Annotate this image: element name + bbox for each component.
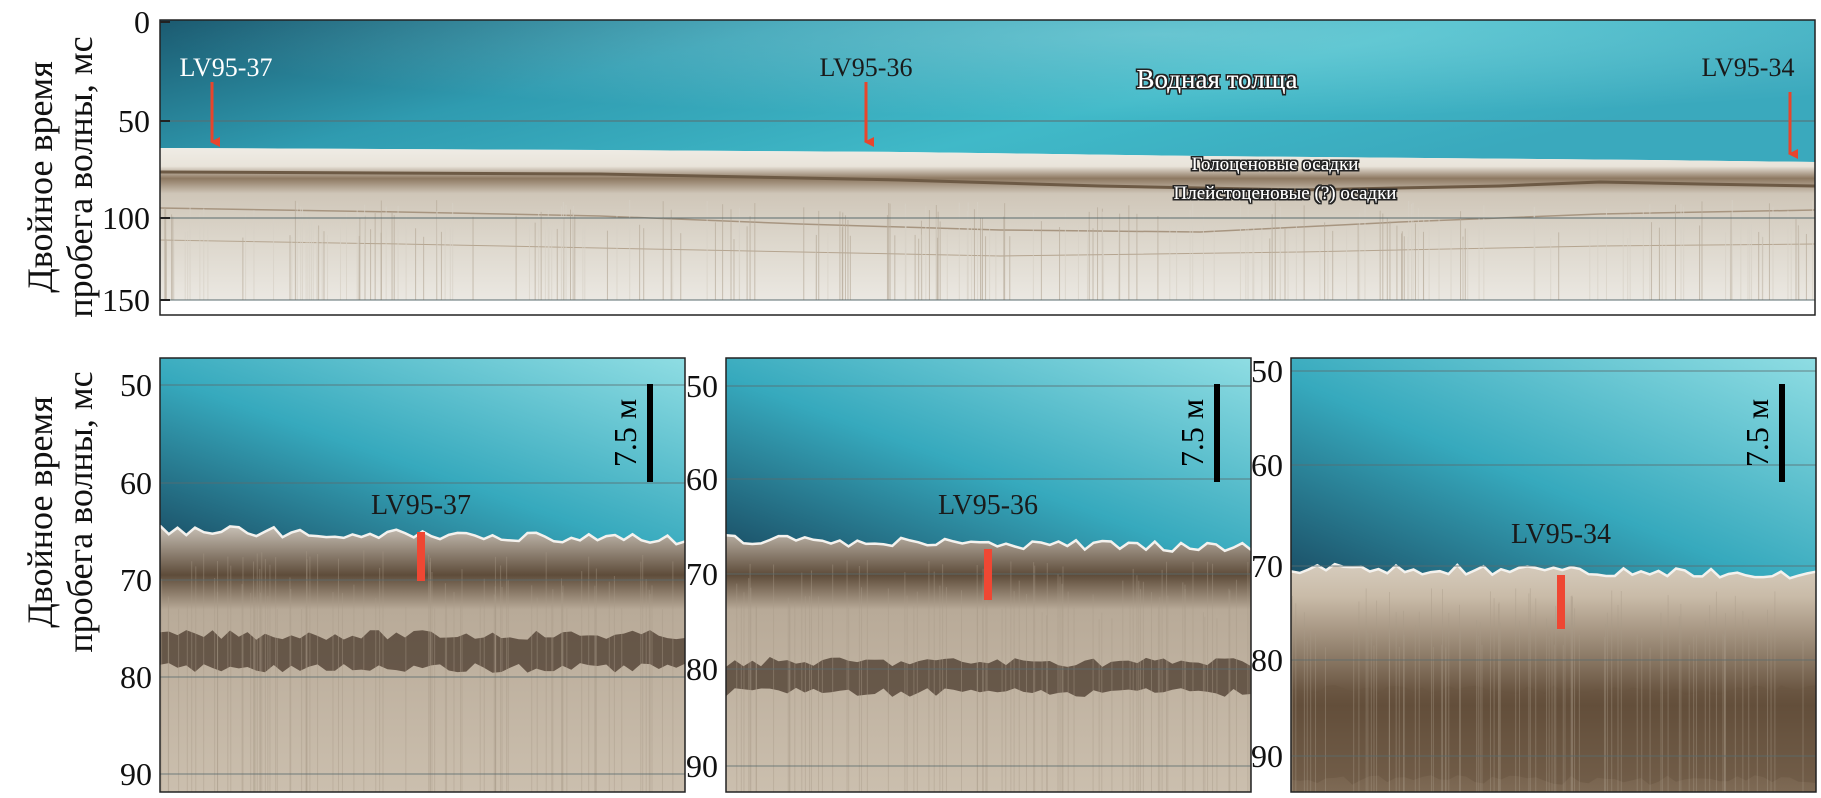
core-label: LV95-37 (371, 490, 471, 521)
y-tick-label: 90 (686, 748, 718, 784)
y-tick-label: 50 (686, 368, 718, 404)
seabed-reflector (1290, 562, 1817, 580)
reflector-band (726, 657, 1251, 697)
holocene-label: Голоценовые осадки (1192, 154, 1359, 175)
water-light (160, 20, 1815, 160)
panel-frame (725, 357, 1252, 793)
core-position-marker (1557, 575, 1565, 629)
core-label: LV95-34 (1511, 519, 1611, 550)
y-tick-label: 80 (120, 659, 152, 695)
y-tick-label: 50 (1251, 353, 1283, 389)
water-column (160, 358, 685, 545)
scale-bar-label: 7.5 м (1174, 399, 1210, 467)
bottom-panel-lv95-37: 50 60 70 80 90 LV95-37 7.5 м (120, 357, 686, 793)
bottom-panels: 50 60 70 80 90 LV95-37 7.5 м 50 60 70 80 90 LV95-36 7… (120, 353, 1817, 793)
scale-bar-label: 7.5 м (607, 399, 643, 467)
sediment-body (160, 148, 1815, 300)
sediment-texture (159, 200, 1814, 300)
y-tick-label: 0 (134, 4, 150, 40)
water-column-label: Водная толща (1137, 64, 1298, 94)
panel-frame (159, 357, 686, 793)
scale-bar-label: 7.5 м (1739, 399, 1775, 467)
bottom-panel-lv95-36: 50 60 70 80 90 LV95-36 7.5 м (686, 357, 1252, 793)
top-gridlines (160, 120, 1815, 301)
core-label-lv95-34: LV95-34 (1702, 53, 1795, 82)
top-panel: 0 50 100 150 Водная толща Голоценовые осадк… (102, 4, 1816, 318)
pleistocene-label: Плейстоценовые (?) осадки (1174, 183, 1397, 204)
y-tick-label: 80 (1251, 642, 1283, 678)
core-label: LV95-36 (938, 490, 1038, 521)
internal-reflector (159, 239, 1816, 257)
internal-reflector (159, 207, 1816, 233)
y-tick-label: 60 (686, 461, 718, 497)
core-position-marker (417, 532, 425, 581)
seabed-reflector (159, 524, 686, 546)
core-position-marker (984, 549, 992, 600)
y-tick-label: 50 (120, 367, 152, 403)
y-tick-label: 70 (1251, 548, 1283, 584)
y-tick-label: 70 (120, 562, 152, 598)
y-tick-label: 60 (1251, 447, 1283, 483)
y-tick-label: 150 (102, 282, 150, 318)
reflector-band (1291, 685, 1816, 785)
y-tick-label: 60 (120, 465, 152, 501)
y-tick-label: 70 (686, 556, 718, 592)
y-tick-label: 90 (120, 756, 152, 792)
y-tick-label: 100 (102, 200, 150, 236)
core-label-lv95-37: LV95-37 (180, 53, 273, 82)
water-column (1291, 358, 1816, 579)
bottom-panel-lv95-34: 50 60 70 80 90 LV95-34 7.5 м (1251, 353, 1817, 793)
reflector-band (160, 630, 685, 673)
holocene-base-reflector (159, 170, 1816, 192)
core-label-lv95-36: LV95-36 (820, 53, 913, 82)
top-y-ticks: 0 50 100 150 (102, 4, 170, 318)
top-panel-frame (159, 19, 1816, 316)
y-tick-label: 50 (118, 103, 150, 139)
panel-frame (1290, 357, 1817, 793)
seabed-reflector (725, 533, 1252, 553)
y-tick-label: 80 (686, 651, 718, 687)
water-column (726, 358, 1251, 552)
y-tick-label: 90 (1251, 738, 1283, 774)
